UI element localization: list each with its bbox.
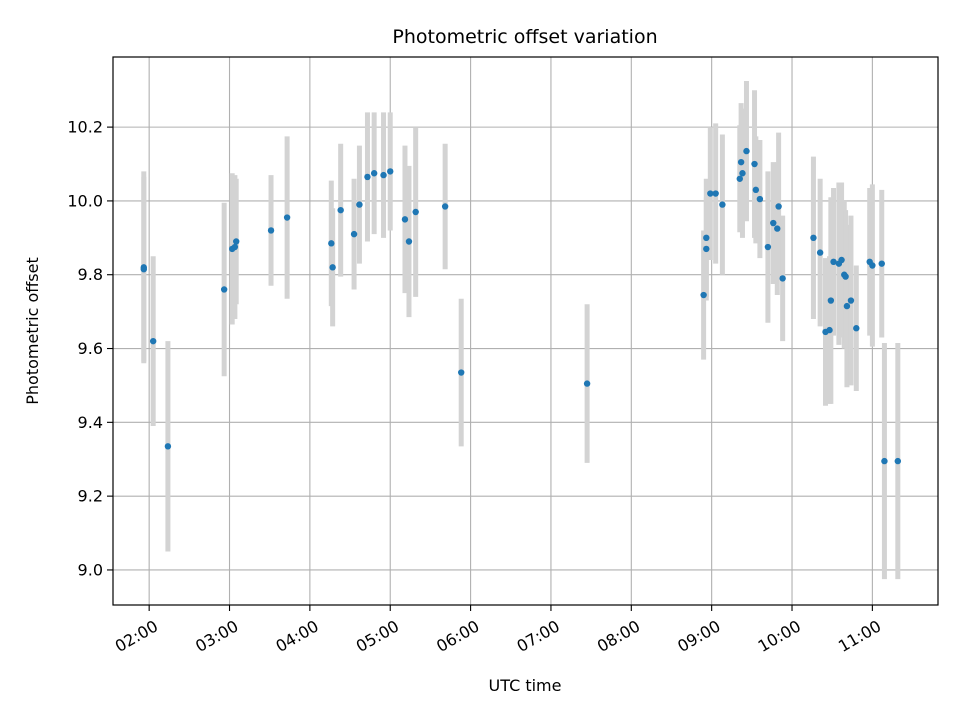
data-point xyxy=(328,240,335,247)
data-point xyxy=(458,369,465,376)
data-point xyxy=(838,256,845,264)
data-point xyxy=(878,260,885,267)
data-point xyxy=(816,249,824,256)
y-tick-label: 9.0 xyxy=(78,560,103,579)
data-point xyxy=(756,195,764,203)
data-point xyxy=(233,238,240,245)
chart-title: Photometric offset variation xyxy=(392,26,657,48)
data-point xyxy=(719,201,726,208)
data-point xyxy=(770,219,777,227)
data-point xyxy=(267,227,275,234)
data-point xyxy=(775,203,782,210)
data-point xyxy=(164,443,172,450)
data-point xyxy=(337,206,344,214)
y-tick-label: 9.4 xyxy=(78,413,103,432)
data-point xyxy=(583,380,591,387)
data-point xyxy=(737,158,745,166)
data-point xyxy=(356,201,363,208)
y-tick-label: 9.8 xyxy=(78,265,103,284)
data-point xyxy=(881,457,888,465)
y-axis: 9.0 9.2 9.4 9.6 9.8 10.0 10.2 xyxy=(67,118,113,579)
y-tick-label: 10.0 xyxy=(67,191,103,210)
data-point xyxy=(441,203,449,210)
data-point xyxy=(387,168,394,175)
data-point xyxy=(843,302,851,310)
data-point xyxy=(364,173,371,181)
data-point xyxy=(149,337,157,345)
data-point xyxy=(830,258,837,266)
data-point xyxy=(827,297,835,304)
data-point xyxy=(853,325,860,332)
data-point xyxy=(231,243,239,251)
data-point xyxy=(869,262,876,269)
y-tick-label: 9.2 xyxy=(78,487,103,506)
data-point xyxy=(764,243,772,251)
data-point xyxy=(405,238,413,245)
data-point xyxy=(842,273,849,280)
data-point xyxy=(847,297,855,304)
y-tick-label: 9.6 xyxy=(78,339,103,358)
y-axis-label: Photometric offset xyxy=(23,257,42,405)
data-point xyxy=(810,234,817,242)
data-point xyxy=(703,245,710,253)
data-point xyxy=(751,160,758,168)
data-point xyxy=(736,175,743,182)
data-point xyxy=(283,214,291,221)
data-point xyxy=(401,216,409,223)
data-point xyxy=(894,457,902,465)
data-point xyxy=(707,190,714,197)
data-point xyxy=(712,190,719,197)
data-point xyxy=(774,225,781,232)
x-axis-label: UTC time xyxy=(489,676,562,695)
data-point xyxy=(329,264,336,271)
data-point xyxy=(380,171,387,179)
data-point xyxy=(220,286,228,293)
data-point xyxy=(412,208,419,216)
y-tick-label: 10.2 xyxy=(67,118,103,137)
data-point xyxy=(350,230,358,238)
plot-frame xyxy=(112,56,939,606)
data-point xyxy=(700,291,707,299)
data-points xyxy=(140,147,902,465)
data-point xyxy=(140,265,148,273)
data-point xyxy=(779,275,786,282)
data-point xyxy=(752,186,760,194)
data-point xyxy=(826,326,833,334)
data-point xyxy=(739,170,746,177)
data-point xyxy=(703,234,710,242)
data-point xyxy=(370,170,378,177)
data-point xyxy=(743,147,750,155)
